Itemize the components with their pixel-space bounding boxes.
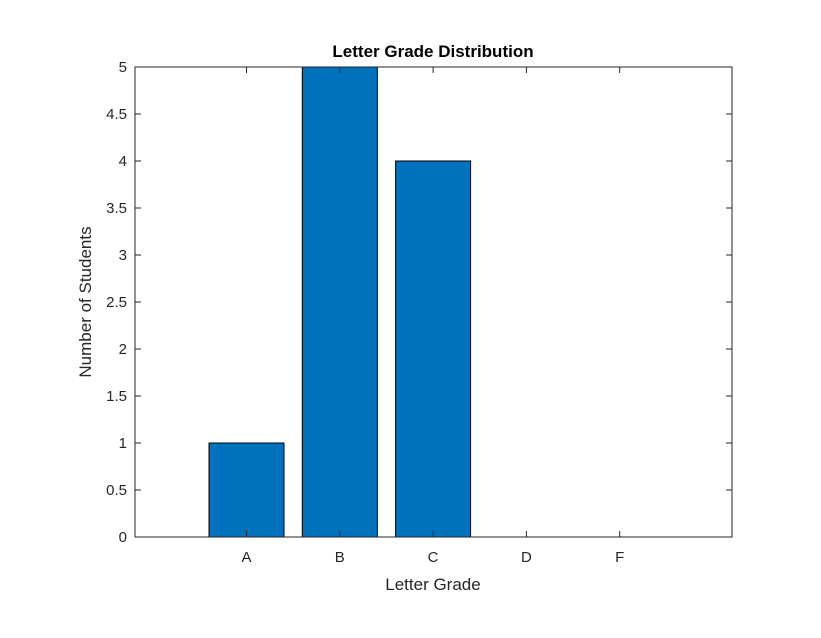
- y-tick-label: 3: [119, 247, 127, 264]
- y-tick-label: 2: [119, 341, 127, 358]
- y-tick-label: 5: [119, 59, 127, 76]
- chart-title: Letter Grade Distribution: [332, 42, 533, 61]
- bar-c: [395, 160, 472, 538]
- y-axis-label: Number of Students: [76, 226, 95, 377]
- bar-a: [208, 442, 285, 538]
- x-tick-label-a: A: [241, 549, 251, 566]
- x-tick-label-d: D: [521, 549, 532, 566]
- x-tick-label-f: F: [615, 549, 624, 566]
- x-tick-label-b: B: [335, 549, 345, 566]
- y-tick-label: 4: [119, 153, 127, 170]
- bar-b: [301, 66, 378, 538]
- y-tick-label: 1.5: [106, 388, 127, 405]
- y-tick-label: 3.5: [106, 200, 127, 217]
- bars-layer: [208, 66, 472, 538]
- y-tick-label: 4.5: [106, 106, 127, 123]
- y-tick-label: 2.5: [106, 294, 127, 311]
- axes-layer: 0 0.5 1 1.5 2 2.5 3 3.5 4 4.5 5 A B C D F: [106, 59, 733, 566]
- y-tick-label: 0: [119, 529, 127, 546]
- y-tick-label: 1: [119, 435, 127, 452]
- y-tick-label: 0.5: [106, 482, 127, 499]
- x-axis-label: Letter Grade: [385, 575, 480, 594]
- x-tick-label-c: C: [428, 549, 439, 566]
